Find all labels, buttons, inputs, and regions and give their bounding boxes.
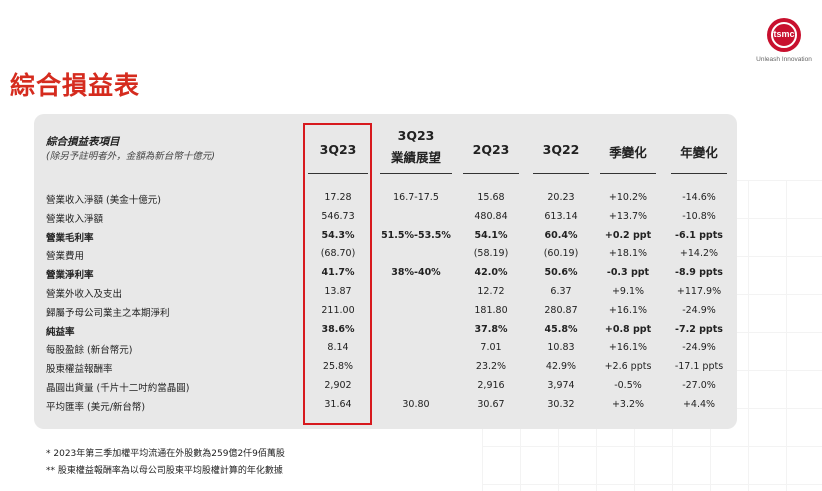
table-cell: 37.8%	[474, 323, 508, 335]
table-cell: 16.7-17.5	[393, 192, 439, 203]
table-cell: 23.2%	[475, 361, 507, 373]
column-header-1: 3Q23 業績展望	[390, 128, 441, 165]
table-cell: -27.0%	[682, 380, 716, 391]
table-cell: 30.80	[402, 398, 430, 410]
column-underline-1	[380, 173, 452, 174]
table-cell: +4.4%	[682, 398, 716, 410]
table-cell: -6.1 ppts	[675, 229, 723, 241]
column-header-3: 3Q22	[542, 142, 580, 157]
table-cell: (68.70)	[320, 248, 356, 260]
table-cell: 8.14	[327, 342, 349, 354]
row-label: 營業費用	[46, 251, 85, 263]
table-cell: 38%-40%	[391, 267, 441, 279]
row-label: 營業毛利率	[46, 232, 94, 244]
table-cell: 613.14	[544, 210, 578, 222]
table-cell: 280.87	[544, 304, 578, 316]
table-cell: 38.6%	[321, 323, 355, 335]
row-label: 營業外收入及支出	[46, 289, 123, 300]
table-cell: 20.23	[547, 192, 575, 203]
column-underline-3	[533, 173, 589, 174]
row-label: 營業收入淨額 (美金十億元)	[46, 195, 161, 206]
table-cell: +0.2 ppt	[604, 229, 652, 241]
table-cell: +14.2%	[679, 248, 719, 260]
table-cell: 25.8%	[322, 361, 354, 373]
table-header-note: (除另予註明者外，金額為新台幣十億元)	[46, 151, 215, 162]
table-cell: 211.00	[321, 304, 355, 316]
table-cell: 2,916	[477, 380, 505, 391]
table-cell: 13.87	[324, 286, 352, 297]
row-label: 營業淨利率	[46, 270, 94, 282]
column-underline-4	[600, 173, 656, 174]
table-cell: 10.83	[547, 342, 575, 354]
table-cell: 30.67	[477, 398, 505, 410]
table-cell: +0.8 ppt	[604, 323, 652, 335]
table-cell: +2.6 ppts	[604, 361, 652, 373]
table-cell: -10.8%	[682, 210, 716, 222]
table-cell: 31.64	[324, 398, 352, 410]
table-cell: +13.7%	[608, 210, 648, 222]
table-cell: +16.1%	[608, 342, 648, 354]
current-quarter-highlight	[303, 123, 372, 425]
table-cell: 2,902	[324, 380, 352, 391]
table-cell: 54.3%	[321, 229, 355, 241]
logo-wordmark: tsmc	[773, 29, 795, 39]
income-statement-panel	[34, 114, 737, 429]
table-cell: 51.5%-53.5%	[381, 229, 451, 241]
table-cell: 546.73	[321, 210, 355, 222]
table-cell: 6.37	[550, 286, 572, 297]
table-cell: 17.28	[324, 192, 352, 203]
table-cell: (58.19)	[473, 248, 509, 260]
row-label: 每股盈餘 (新台幣元)	[46, 345, 133, 357]
column-underline-5	[671, 173, 727, 174]
table-cell: -17.1 ppts	[674, 361, 724, 373]
column-header-2: 2Q23	[472, 142, 510, 157]
row-label: 營業收入淨額	[46, 213, 104, 225]
footnote: * 2023年第三季加權平均流通在外股數為259億2仟9佰萬股	[46, 449, 285, 459]
table-header-title: 綜合損益表項目	[46, 136, 120, 148]
table-cell: 42.0%	[474, 267, 508, 279]
table-cell: 480.84	[474, 210, 508, 222]
table-cell: 7.01	[480, 342, 502, 354]
row-label: 純益率	[46, 326, 75, 338]
table-cell: +3.2%	[611, 398, 645, 410]
column-header-5: 年變化	[680, 145, 718, 160]
logo-badge-icon: tsmc	[767, 18, 801, 52]
table-cell: 41.7%	[321, 267, 355, 279]
table-cell: +16.1%	[608, 304, 648, 316]
table-cell: 45.8%	[544, 323, 578, 335]
row-label: 晶圓出貨量 (千片十二吋約當晶圓)	[46, 383, 190, 394]
table-cell: +10.2%	[608, 192, 648, 203]
tsmc-logo: tsmc Unleash Innovation	[752, 18, 816, 63]
column-underline-2	[463, 173, 519, 174]
table-cell: 181.80	[474, 304, 508, 316]
table-cell: 54.1%	[474, 229, 508, 241]
row-label: 平均匯率 (美元/新台幣)	[46, 401, 146, 413]
table-cell: 30.32	[547, 398, 575, 410]
column-header-4: 季變化	[609, 145, 647, 160]
table-cell: 60.4%	[544, 229, 578, 241]
table-cell: 3,974	[547, 380, 575, 391]
table-cell: 12.72	[477, 286, 505, 297]
row-label: 股東權益報酬率	[46, 364, 113, 376]
table-cell: (60.19)	[543, 248, 579, 260]
table-cell: -7.2 ppts	[675, 323, 723, 335]
table-cell: +117.9%	[676, 286, 722, 297]
row-label: 歸屬予母公司業主之本期淨利	[46, 307, 170, 319]
page-title: 綜合損益表	[10, 71, 141, 100]
column-underline-0	[308, 173, 368, 174]
table-cell: 50.6%	[544, 267, 578, 279]
table-cell: -8.9 ppts	[675, 267, 723, 279]
table-cell: +18.1%	[608, 248, 648, 260]
table-cell: -0.5%	[614, 380, 642, 391]
table-cell: -24.9%	[682, 342, 716, 354]
table-cell: 15.68	[477, 192, 505, 203]
table-cell: -14.6%	[682, 192, 716, 203]
footnote: ** 股東權益報酬率為以母公司股東平均股權計算的年化數據	[46, 466, 283, 476]
table-cell: -0.3 ppt	[606, 267, 650, 279]
column-header-0: 3Q23	[319, 142, 357, 157]
table-cell: 42.9%	[545, 361, 577, 373]
table-cell: +9.1%	[611, 286, 645, 297]
logo-tagline: Unleash Innovation	[756, 56, 812, 63]
table-cell: -24.9%	[682, 304, 716, 316]
